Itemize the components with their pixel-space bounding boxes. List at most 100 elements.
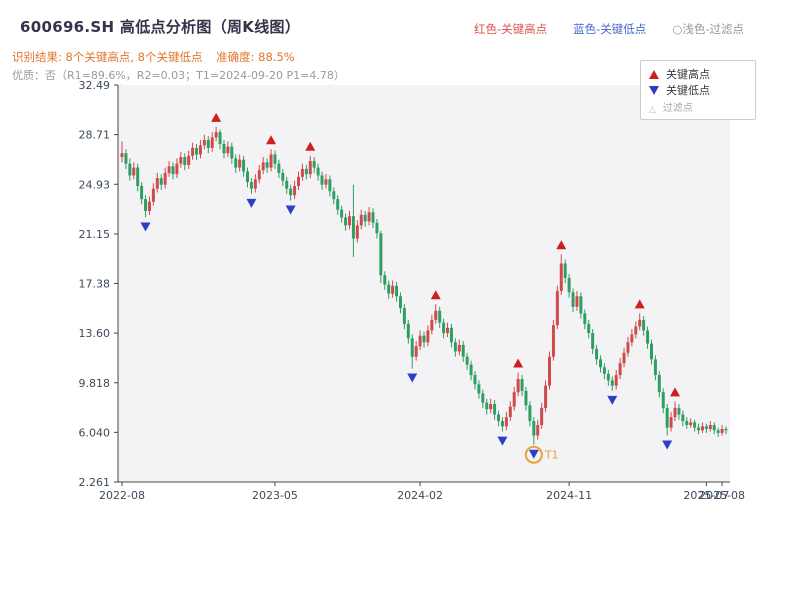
candle-body <box>477 384 481 394</box>
candle-body <box>167 166 171 173</box>
candle-body <box>524 390 528 406</box>
key-high-marker <box>513 358 524 368</box>
candle-body <box>449 327 453 343</box>
candle-body <box>230 146 234 159</box>
candle-body <box>681 414 685 422</box>
y-tick-label: 2.261 <box>79 476 111 489</box>
key-high-triangle-icon <box>649 69 659 79</box>
key-high-marker <box>211 112 222 122</box>
candle-body <box>536 425 540 436</box>
candle-body <box>238 159 242 168</box>
candle-body <box>406 323 410 339</box>
candle-body <box>328 179 332 192</box>
candle-body <box>246 171 250 183</box>
candle-body <box>175 163 179 175</box>
x-tick-label: 2024-02 <box>397 489 443 502</box>
key-low-marker <box>607 395 618 405</box>
key-low-marker <box>246 198 257 208</box>
candle-body <box>312 161 316 168</box>
candle-body <box>638 319 642 327</box>
candle-body <box>653 359 657 376</box>
candle-body <box>242 159 246 172</box>
candle-body <box>598 359 602 368</box>
candle-body <box>493 404 497 415</box>
candle-body <box>136 167 140 186</box>
candle-body <box>446 327 450 334</box>
candle-body <box>457 344 461 352</box>
candle-body <box>685 421 689 426</box>
candle-body <box>147 201 151 211</box>
candle-body <box>693 422 697 428</box>
key-low-markers <box>140 198 673 459</box>
candle-body <box>567 277 571 293</box>
legend-row-label: 关键低点 <box>666 84 710 97</box>
candle-body <box>281 172 285 181</box>
candle-body <box>289 188 293 196</box>
candle-body <box>195 147 199 155</box>
candle-body <box>191 147 195 156</box>
quality-line: 优质：否（R1=89.6%，R2=0.03；T1=2024-09-20 P1=4… <box>12 69 345 82</box>
candle-body <box>434 310 438 320</box>
candle-body <box>359 214 363 226</box>
candle-body <box>622 352 626 364</box>
candle-body <box>649 343 653 360</box>
candle-body <box>469 364 473 376</box>
candle-body <box>571 292 575 307</box>
candle-body <box>595 348 599 360</box>
candle-body <box>320 175 324 185</box>
candle-body <box>383 275 387 285</box>
candle-body <box>410 338 414 357</box>
y-tick-label: 24.93 <box>79 178 111 191</box>
key-high-markers <box>211 112 681 397</box>
candle-body <box>140 185 144 200</box>
candle-body <box>563 263 567 278</box>
y-tick-label: 32.49 <box>79 79 111 92</box>
x-tick-label: 2025-08 <box>699 489 745 502</box>
key-low-marker <box>140 222 151 232</box>
key-low-marker <box>407 373 418 383</box>
x-axis-labels: 2022-08 2023-05 2024-02 2024-11 2025-072025-… <box>99 482 745 502</box>
candle-body <box>422 335 426 343</box>
key-high-marker <box>670 387 681 397</box>
candle-body <box>171 166 175 175</box>
candle-body <box>351 216 355 239</box>
candle-body <box>610 380 614 386</box>
candle-body <box>520 379 524 391</box>
t1-label: T1 <box>544 449 559 462</box>
candle-body <box>540 407 544 426</box>
candle-body <box>316 167 320 176</box>
candle-body <box>430 319 434 331</box>
candle-body <box>387 284 391 294</box>
candle-body <box>155 178 159 189</box>
legend-row-key-high: 关键高点 <box>649 66 747 82</box>
candle-body <box>414 346 418 357</box>
candle-body <box>128 163 132 176</box>
candle-body <box>453 342 457 352</box>
candle-body <box>442 322 446 334</box>
legend-row-label: 过滤点 <box>662 102 693 114</box>
candle-body <box>704 426 708 429</box>
candle-body <box>206 140 210 148</box>
candle-body <box>438 310 442 323</box>
candle-body <box>512 392 516 407</box>
candle-body <box>481 393 485 403</box>
candle-body <box>461 344 465 357</box>
candle-body <box>497 414 501 422</box>
recognition-result: 识别结果: 8个关键高点, 8个关键低点 准确度: 88.5% <box>12 49 295 65</box>
candle-body <box>618 363 622 376</box>
candle-body <box>548 356 552 386</box>
candle-body <box>544 385 548 408</box>
candle-body <box>379 233 383 276</box>
candle-body <box>296 176 300 186</box>
candle-body <box>398 296 402 309</box>
candle-body <box>504 417 508 427</box>
candle-body <box>391 285 395 294</box>
candle-body <box>555 291 559 326</box>
candle-body <box>226 146 230 154</box>
x-tick-label: 2023-05 <box>252 489 298 502</box>
candle-body <box>626 342 630 353</box>
legend-row-key-low: 关键低点 <box>649 82 747 98</box>
y-tick-label: 17.38 <box>79 277 111 290</box>
candle-body <box>508 406 512 418</box>
